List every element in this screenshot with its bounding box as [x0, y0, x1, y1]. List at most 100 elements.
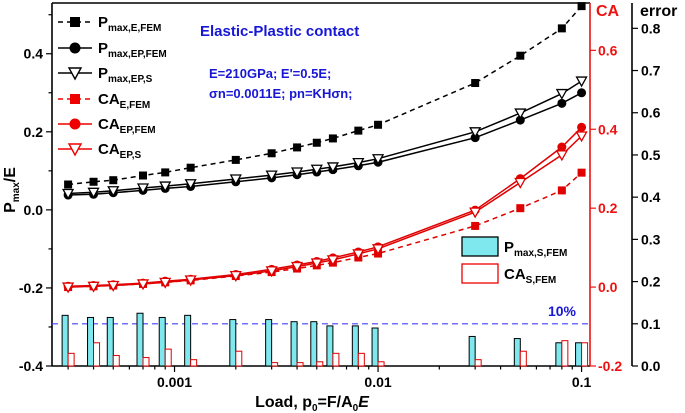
data-point-square — [109, 176, 118, 185]
data-point-square — [516, 51, 525, 60]
error-bar-ca — [581, 342, 589, 367]
ca-tick-label: 0.4 — [598, 121, 618, 137]
error-bar-p — [555, 342, 563, 367]
data-point-triangle — [555, 150, 568, 162]
legend-item-err-ca: CAS,FEM — [461, 263, 556, 286]
data-point-triangle — [469, 207, 482, 219]
error-tick-label: 0.2 — [641, 274, 661, 290]
error-bar-p — [371, 327, 379, 367]
data-point-triangle — [326, 255, 340, 267]
y-tick-label: -0.4 — [19, 358, 43, 374]
error-bar-p — [513, 338, 521, 367]
data-point-triangle — [62, 282, 75, 294]
data-point-circle — [557, 98, 567, 108]
error-bar-p — [468, 335, 476, 367]
error-bar-p — [87, 316, 95, 367]
circle-marker-icon — [69, 42, 81, 54]
data-point-triangle — [310, 164, 323, 176]
legend-item-p-ep-s: Pmax,EP,S — [58, 65, 153, 85]
ca-tick-label: 0.6 — [598, 42, 618, 58]
svg-text:Pmax,EP,S: Pmax,EP,S — [98, 65, 153, 85]
legend-errors: Pmax,S,FEM CAS,FEM — [461, 236, 567, 286]
series-line — [68, 135, 583, 288]
y-tick-label: -0.2 — [19, 280, 43, 296]
error-bar-ca — [142, 357, 150, 367]
error-tick-label: 0.3 — [641, 231, 661, 247]
error-tick-label: 0.6 — [641, 105, 661, 121]
legend-item-ca-e-fem: CAE,FEM — [58, 91, 150, 111]
data-point-square — [312, 138, 321, 147]
y-tick-label: 0.0 — [24, 202, 44, 218]
legend-series: Pmax,E,FEM Pmax,EP,FEM Pmax,EP,S CAE,FEM… — [58, 14, 167, 161]
data-point-triangle — [290, 261, 304, 273]
data-point-square — [328, 134, 337, 143]
circle-marker-icon — [69, 118, 81, 130]
svg-text:CAE,FEM: CAE,FEM — [98, 91, 150, 111]
data-point-triangle — [555, 88, 568, 100]
legend-item-ca-ep-fem: CAEP,FEM — [58, 116, 156, 136]
svg-text:Pmax,E,FEM: Pmax,E,FEM — [98, 14, 161, 34]
data-point-triangle — [575, 76, 588, 88]
data-point-triangle — [310, 258, 323, 270]
annotation-line2: σn=0.0011E; pn=KHσn; — [209, 86, 353, 101]
data-point-square — [139, 171, 148, 180]
error-bar-p — [351, 325, 359, 367]
triangle-marker-icon — [67, 143, 83, 157]
error-axis-title: error — [640, 3, 677, 20]
annotation-title: Elastic-Plastic contact — [200, 23, 359, 40]
data-point-circle — [577, 88, 587, 98]
y-axis-title: Pmax/E — [2, 167, 22, 213]
svg-text:CAS,FEM: CAS,FEM — [504, 266, 556, 286]
data-point-triangle — [136, 183, 150, 195]
data-point-triangle — [371, 244, 385, 256]
data-point-triangle — [136, 279, 150, 291]
series — [62, 2, 588, 294]
error-bar-p — [184, 314, 192, 367]
error-bar-ca — [474, 359, 482, 367]
data-point-square — [577, 2, 586, 11]
error-bar-ca — [190, 359, 198, 367]
x-tick-label: 0.01 — [364, 374, 391, 390]
error-bar-p — [575, 342, 583, 367]
data-point-triangle — [62, 188, 75, 200]
cyan-bar-swatch — [461, 236, 499, 257]
x-tick-label: 0.001 — [157, 374, 192, 390]
error-bar-p — [229, 319, 237, 367]
ca-tick-label: 0.2 — [598, 200, 618, 216]
data-point-triangle — [229, 174, 242, 186]
error-bar-ca — [316, 361, 324, 367]
data-point-triangle — [184, 275, 197, 287]
legend-item-p-ep-fem: Pmax,EP,FEM — [58, 40, 167, 60]
data-point-triangle — [107, 186, 120, 198]
x-axis-title: Load, p0=F/A0E — [255, 394, 370, 413]
data-point-triangle — [326, 162, 340, 174]
data-point-triangle — [229, 270, 242, 282]
data-point-circle — [557, 142, 567, 152]
legend-item-p-e-fem: Pmax,E,FEM — [58, 14, 161, 34]
error-bar-ca — [93, 342, 101, 367]
error-tick-label: 0.0 — [641, 358, 661, 374]
error-bar-p — [106, 316, 114, 367]
data-point-circle — [577, 122, 587, 132]
data-point-triangle — [514, 108, 527, 120]
data-point-triangle — [87, 187, 100, 199]
data-point-triangle — [159, 181, 172, 193]
series-line — [68, 5, 583, 186]
ca-axis-title: CA — [596, 3, 620, 20]
annotation-line1: E=210GPa; E'=0.5E; — [209, 66, 331, 81]
data-point-triangle — [514, 177, 527, 189]
triangle-marker-icon — [67, 67, 83, 81]
error-bar-p — [290, 321, 298, 367]
data-point-triangle — [352, 249, 365, 261]
error-tick-label: 0.1 — [641, 316, 661, 332]
error-bar-ca — [377, 361, 385, 367]
ca-tick-label: 0.0 — [598, 279, 618, 295]
data-point-triangle — [469, 127, 482, 139]
data-point-triangle — [265, 170, 278, 182]
svg-text:Pmax,S,FEM: Pmax,S,FEM — [504, 239, 567, 259]
legend-item-ca-ep-s: CAEP,S — [58, 141, 142, 161]
error-bar-ca — [519, 350, 527, 367]
error-bar-ca — [332, 352, 340, 367]
svg-text:CAEP,FEM: CAEP,FEM — [98, 116, 156, 136]
